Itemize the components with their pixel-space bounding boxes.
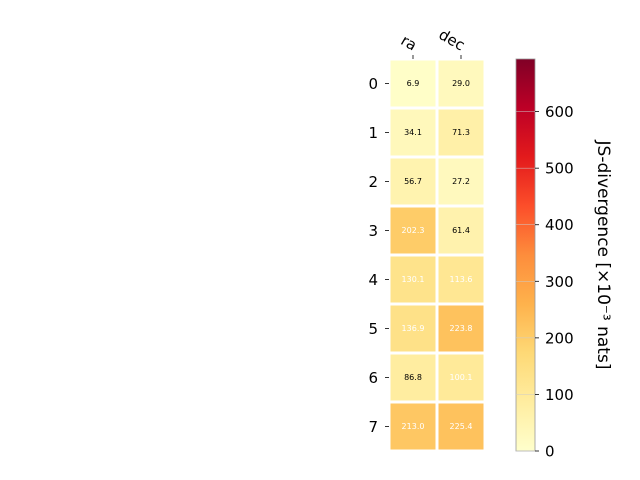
colorbar-tick-label: 300 <box>545 273 574 291</box>
heatmap-cell-dec-2 <box>438 158 484 205</box>
cell-value-label: 136.9 <box>402 324 425 333</box>
heatmap-cell-ra-6 <box>390 354 436 401</box>
colorbar-tick-label: 600 <box>545 103 574 121</box>
cell-value-label: 223.8 <box>450 324 473 333</box>
cell-value-label: 130.1 <box>402 275 425 284</box>
x-tick-label-ra: ra <box>398 31 420 54</box>
cell-value-label: 61.4 <box>452 226 470 235</box>
x-tick-label-dec: dec <box>436 25 468 54</box>
heatmap-cells <box>390 60 484 450</box>
heatmap-cell-dec-3 <box>438 207 484 254</box>
heatmap-cell-dec-6 <box>438 354 484 401</box>
cell-value-label: 113.6 <box>450 275 473 284</box>
cell-value-label: 213.0 <box>402 422 425 431</box>
colorbar: 0 100 200 300 400 500 600 JS-divergence [×10⁻³… <box>515 58 613 461</box>
colorbar-tick-label: 100 <box>545 386 574 404</box>
heatmap-cell-dec-5 <box>438 305 484 352</box>
y-tick-label-3: 3 <box>368 222 378 240</box>
cell-value-label: 6.9 <box>407 79 420 88</box>
heatmap-cell-dec-7 <box>438 403 484 450</box>
cell-value-label: 56.7 <box>404 177 422 186</box>
heatmap-cell-ra-7 <box>390 403 436 450</box>
heatmap-cell-dec-0 <box>438 60 484 107</box>
y-tick-label-2: 2 <box>368 173 378 191</box>
cell-value-label: 100.1 <box>450 373 473 382</box>
cell-value-label: 202.3 <box>402 226 425 235</box>
colorbar-label: JS-divergence [×10⁻³ nats] <box>593 140 613 370</box>
heatmap-cell-ra-5 <box>390 305 436 352</box>
cell-value-label: 71.3 <box>452 128 470 137</box>
y-tick-label-0: 0 <box>368 75 378 93</box>
y-axis: 0 1 2 3 4 5 6 7 <box>368 75 389 436</box>
colorbar-gradient <box>515 58 536 452</box>
heatmap-cell-dec-4 <box>438 256 484 303</box>
heatmap-cell-ra-0 <box>390 60 436 107</box>
cell-value-label: 34.1 <box>404 128 422 137</box>
cell-value-label: 86.8 <box>404 373 422 382</box>
heatmap-value-labels: 6.9 29.0 34.1 71.3 56.7 27.2 202.3 61.4 130.1 113… <box>402 79 473 431</box>
heatmap-cell-ra-3 <box>390 207 436 254</box>
cell-value-label: 27.2 <box>452 177 470 186</box>
colorbar-tick-label: 500 <box>545 160 574 178</box>
y-tick-label-5: 5 <box>368 320 378 338</box>
cell-value-label: 29.0 <box>452 79 470 88</box>
heatmap-cell-ra-2 <box>390 158 436 205</box>
y-tick-label-4: 4 <box>368 271 378 289</box>
y-tick-label-7: 7 <box>368 418 378 436</box>
heatmap-cell-dec-1 <box>438 109 484 156</box>
heatmap-cell-ra-4 <box>390 256 436 303</box>
y-tick-label-6: 6 <box>368 369 378 387</box>
colorbar-tick-label: 0 <box>545 443 555 461</box>
colorbar-tick-label: 400 <box>545 216 574 234</box>
x-axis: ra dec <box>398 25 468 59</box>
heatmap-cell-ra-1 <box>390 109 436 156</box>
cell-value-label: 225.4 <box>450 422 473 431</box>
colorbar-ticks: 0 100 200 300 400 500 600 <box>516 103 574 461</box>
colorbar-tick-label: 200 <box>545 329 574 347</box>
y-tick-label-1: 1 <box>368 124 378 142</box>
